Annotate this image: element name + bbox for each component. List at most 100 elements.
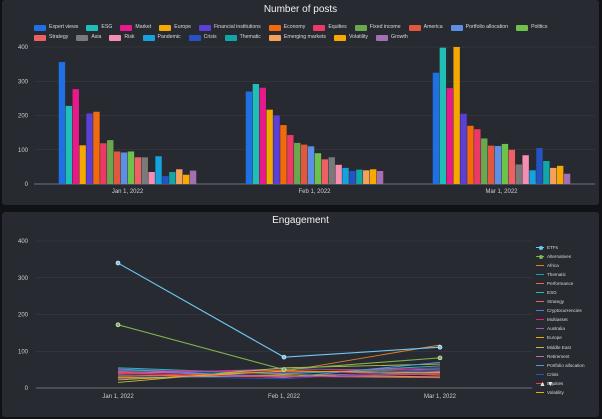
bar-esg-2[interactable]: [439, 47, 447, 185]
bar-fixed-income-0[interactable]: [107, 140, 114, 184]
legend-item-fixed-income[interactable]: Fixed income: [354, 24, 401, 31]
line-multiasset[interactable]: [117, 367, 441, 374]
legend-item-pandemic[interactable]: Pandemic: [142, 34, 181, 41]
legend-item-politics[interactable]: Politics: [516, 24, 548, 31]
bar-volatility-2[interactable]: [556, 165, 564, 184]
legend-item-strategy[interactable]: Strategy: [536, 297, 598, 306]
legend-item-risk[interactable]: Risk: [109, 34, 135, 41]
bar-volatility-1[interactable]: [369, 169, 377, 184]
legend-item-esg[interactable]: ESG: [536, 288, 598, 297]
bar-equities-0[interactable]: [100, 143, 107, 184]
legend-item-multiasset[interactable]: Multiasset: [536, 315, 598, 324]
legend-item-emerging-markets[interactable]: Emerging markets: [268, 34, 326, 41]
bar-america-1[interactable]: [300, 144, 308, 184]
bar-emerging-markets-1[interactable]: [363, 170, 370, 184]
legend-item-growth[interactable]: Growth: [376, 34, 408, 41]
bar-expert-views-2[interactable]: [432, 72, 440, 184]
bar-fixed-income-2[interactable]: [481, 138, 488, 184]
bar-financial-institutions-2[interactable]: [460, 113, 467, 184]
bar-portfolio-allocation-0[interactable]: [120, 152, 128, 184]
bar-equities-1[interactable]: [287, 135, 294, 184]
bar-pandemic-1[interactable]: [342, 167, 349, 184]
legend-item-volatility[interactable]: Volatility: [536, 388, 598, 397]
bar-expert-views-1[interactable]: [245, 91, 253, 184]
bar-fixed-income-1[interactable]: [294, 142, 301, 184]
line-alternatives[interactable]: [117, 324, 441, 371]
line-equities[interactable]: [117, 372, 441, 378]
legend-item-retirement[interactable]: Retirement: [536, 352, 598, 361]
legend-item-crisis[interactable]: Crisis: [188, 34, 217, 41]
bar-emerging-markets-0[interactable]: [176, 169, 183, 184]
line-portfolio-allocation[interactable]: [117, 361, 441, 379]
point-etfs-2[interactable]: [437, 344, 443, 350]
legend-item-america[interactable]: America: [408, 24, 443, 31]
legend-item-equities[interactable]: Equities: [536, 379, 598, 388]
bar-expert-views-0[interactable]: [58, 62, 66, 184]
line-esg[interactable]: [117, 365, 441, 375]
bar-strategy-1[interactable]: [321, 159, 329, 184]
legend-item-market[interactable]: Market: [120, 24, 151, 31]
legend-item-esg[interactable]: ESG: [86, 24, 112, 31]
bar-growth-1[interactable]: [376, 170, 384, 184]
legend-item-africa[interactable]: Africa: [536, 261, 598, 270]
legend-item-crisis[interactable]: Crisis: [536, 370, 598, 379]
bar-strategy-2[interactable]: [508, 149, 516, 184]
legend-page-arrows[interactable]: ▲▼: [539, 381, 555, 388]
legend-item-volatility[interactable]: Volatility: [334, 34, 368, 41]
legend-item-alternatives[interactable]: Alternatives: [536, 252, 598, 261]
bar-financial-institutions-0[interactable]: [86, 113, 93, 184]
legend-item-middle-east[interactable]: Middle East: [536, 343, 598, 352]
bar-thematic-1[interactable]: [356, 169, 363, 184]
bar-portfolio-allocation-2[interactable]: [494, 145, 502, 184]
line-thematic[interactable]: [117, 368, 441, 374]
bar-equities-2[interactable]: [474, 129, 481, 184]
bar-volatility-0[interactable]: [182, 174, 190, 184]
bar-crisis-1[interactable]: [349, 170, 356, 184]
bar-risk-0[interactable]: [148, 172, 155, 184]
bar-growth-0[interactable]: [189, 170, 197, 184]
bar-esg-0[interactable]: [65, 105, 73, 184]
bar-pandemic-2[interactable]: [529, 170, 536, 184]
bar-politics-0[interactable]: [127, 151, 135, 184]
bar-europe-1[interactable]: [266, 109, 273, 184]
bar-emerging-markets-2[interactable]: [550, 167, 557, 184]
legend-item-economy[interactable]: Economy: [268, 24, 305, 31]
bar-market-1[interactable]: [259, 87, 266, 184]
bar-america-0[interactable]: [113, 151, 121, 184]
bar-economy-1[interactable]: [280, 125, 287, 184]
legend-item-expert-views[interactable]: Expert views: [34, 24, 78, 31]
bar-portfolio-allocation-1[interactable]: [307, 146, 315, 184]
bar-economy-2[interactable]: [467, 125, 474, 184]
legend-item-portfolio-allocation[interactable]: Portfolio allocation: [450, 24, 508, 31]
bar-risk-2[interactable]: [522, 155, 529, 184]
bar-europe-2[interactable]: [453, 47, 460, 184]
legend-item-thematic[interactable]: Thematic: [536, 270, 598, 279]
legend-item-europe[interactable]: Europe: [536, 333, 598, 342]
legend-item-australia[interactable]: Australia: [536, 324, 598, 333]
point-alternatives-0[interactable]: [115, 322, 121, 328]
bar-asia-0[interactable]: [141, 157, 148, 184]
legend-item-performance[interactable]: Performance: [536, 279, 598, 288]
bar-financial-institutions-1[interactable]: [273, 115, 280, 185]
line-retirement[interactable]: [117, 371, 441, 379]
bar-politics-1[interactable]: [314, 153, 322, 184]
legend-item-financial-institutions[interactable]: Financial institutions: [198, 24, 261, 31]
legend-item-strategy[interactable]: Strategy: [34, 34, 68, 41]
legend-item-asia[interactable]: Asia: [76, 34, 101, 41]
bar-europe-0[interactable]: [79, 145, 86, 184]
point-alternatives-1[interactable]: [281, 367, 287, 372]
legend-item-cryptocurrencies[interactable]: Cryptocurrencies: [536, 306, 598, 315]
point-etfs-0[interactable]: [115, 260, 121, 266]
bar-asia-2[interactable]: [515, 164, 522, 184]
bar-politics-2[interactable]: [501, 143, 509, 184]
bar-crisis-0[interactable]: [162, 176, 169, 184]
legend-item-thematic[interactable]: Thematic: [224, 34, 261, 41]
legend-item-etfs[interactable]: ETFs: [536, 243, 598, 252]
bar-america-2[interactable]: [487, 145, 495, 184]
bar-asia-1[interactable]: [328, 157, 335, 184]
bar-pandemic-0[interactable]: [155, 156, 162, 184]
bar-economy-0[interactable]: [93, 111, 100, 184]
bar-esg-1[interactable]: [252, 83, 260, 184]
bar-risk-1[interactable]: [335, 164, 342, 184]
legend-item-equities[interactable]: Equities: [313, 24, 347, 31]
